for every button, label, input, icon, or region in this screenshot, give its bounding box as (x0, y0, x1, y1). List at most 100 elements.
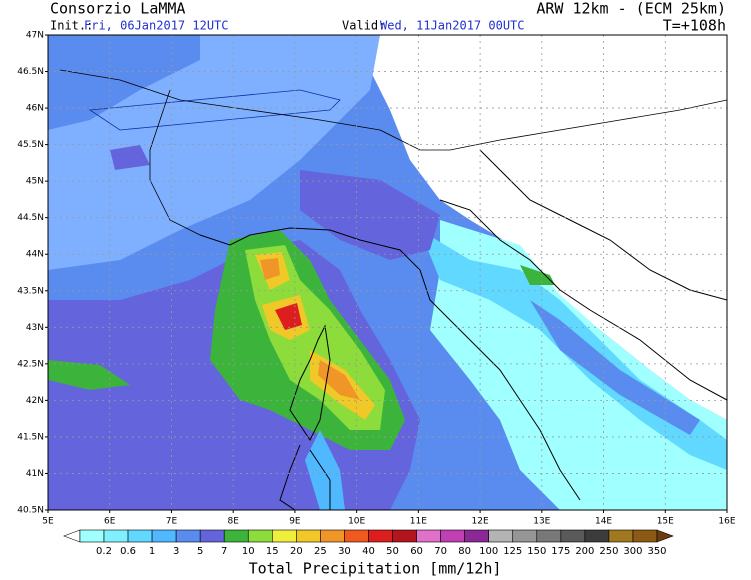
lon-label: 15E (657, 517, 674, 527)
map-frame (47, 34, 728, 511)
colorbar-label: 300 (623, 546, 642, 557)
model-name: ARW 12km - (ECM 25km) (536, 0, 726, 18)
lon-label: 16E (718, 517, 735, 527)
colorbar-label: 350 (647, 546, 666, 557)
colorbar-box (103, 529, 129, 543)
colorbar-box (223, 529, 249, 543)
lon-label: 10E (348, 517, 365, 527)
colorbar-label: 3 (173, 546, 179, 557)
lat-label: 44.5N (17, 213, 44, 223)
dry-area (370, 35, 727, 420)
valid-label: Valid: (342, 19, 385, 33)
colorbar-label: 5 (197, 546, 203, 557)
precip-field (48, 35, 727, 510)
colorbar-box (608, 529, 634, 543)
colorbar-box (151, 529, 177, 543)
lat-label: 43.5N (17, 286, 44, 296)
lon-label: 11E (410, 517, 427, 527)
lon-label: 8E (227, 517, 239, 527)
axes: 47N 46.5N 46N 45.5N 45N 44.5N 44N 43.5N 43N 42.5N… (17, 31, 736, 527)
corsica-coast (289, 324, 331, 441)
colorbar-box (632, 529, 658, 543)
lead-time: T=+108h (663, 17, 726, 35)
colorbar-label: 50 (386, 546, 399, 557)
colorbar-box (344, 529, 369, 543)
lat-label: 46N (26, 104, 44, 114)
colorbar-label: 125 (503, 546, 522, 557)
adriatic-rain (520, 265, 555, 285)
lat-label: 44N (26, 250, 44, 260)
colorbar-box (320, 529, 345, 543)
colorbar-box (79, 529, 105, 543)
country-border (59, 69, 727, 151)
colorbar-arrow-low (63, 529, 81, 543)
colorbar-box (536, 529, 562, 543)
border (88, 89, 341, 131)
colorbar-box (127, 529, 153, 543)
lat-label: 41N (26, 469, 44, 479)
sardinia-coast (279, 444, 331, 510)
colorbar-box (560, 529, 586, 543)
colorbar-label: 150 (527, 546, 546, 557)
colorbar-label: 10 (242, 546, 255, 557)
nw-rain (48, 35, 200, 130)
rain-peak-1 (260, 258, 280, 280)
colorbar-label: 7 (221, 546, 227, 557)
dalmatian-coast (479, 149, 727, 301)
colorbar-label: 0.6 (120, 546, 136, 557)
init-label: Init.: (50, 19, 93, 33)
colorbar-label: 80 (458, 546, 471, 557)
lon-label: 13E (533, 517, 550, 527)
colorbar-box (368, 529, 393, 543)
alps-rain (110, 145, 150, 170)
south-rain (305, 430, 345, 510)
lon-label: 7E (166, 517, 178, 527)
lat-label: 45.5N (17, 140, 44, 150)
lat-label: 47N (26, 31, 44, 41)
lat-label: 45N (26, 177, 44, 187)
colorbar-label: 100 (479, 546, 498, 557)
colorbar-box (175, 529, 201, 543)
lon-label: 12E (472, 517, 489, 527)
lat-label: 42N (26, 396, 44, 406)
lon-label: 9E (289, 517, 301, 527)
lon-label: 5E (42, 517, 54, 527)
colorbar-label: 70 (434, 546, 447, 557)
init-time: Fri, 06Jan2017 12UTC (84, 19, 229, 33)
lat-label: 41.5N (17, 432, 44, 442)
italy-coast (199, 227, 581, 501)
colorbar-box (272, 529, 297, 543)
colorbar-label: 0.2 (96, 546, 112, 557)
lat-label: 40.5N (17, 506, 44, 516)
colorbar-box (247, 529, 273, 543)
colorbar-box (464, 529, 489, 543)
colorbar-box (296, 529, 321, 543)
colorbar-box (440, 529, 465, 543)
colorbar-label: 175 (551, 546, 570, 557)
lat-label: 46.5N (17, 67, 44, 77)
colorbar-label: 25 (314, 546, 327, 557)
colorbar-label: 20 (290, 546, 303, 557)
valid-time: Wed, 11Jan2017 00UTC (380, 19, 525, 33)
colorbar-box (488, 529, 514, 543)
lon-label: 14E (595, 517, 612, 527)
france-border (149, 89, 201, 236)
lat-label: 43N (26, 323, 44, 333)
west-rain (48, 360, 130, 390)
colorbar: 0.2 0.6 1 3 5 7 10 15 20 25 30 40 50 60 70 80 100 125 150 1… (63, 529, 674, 557)
colorbar-label: 1 (149, 546, 155, 557)
colorbar-title: Total Precipitation [mm/12h] (249, 560, 502, 578)
colorbar-label: 60 (410, 546, 423, 557)
colorbar-label: 250 (599, 546, 618, 557)
graticule (48, 35, 727, 510)
lat-label: 42.5N (17, 359, 44, 369)
colorbar-label: 15 (266, 546, 279, 557)
colorbar-label: 200 (575, 546, 594, 557)
rain-band-core (530, 300, 700, 435)
colorbar-box (584, 529, 610, 543)
colorbar-label: 30 (338, 546, 351, 557)
adriatic-coast (439, 199, 727, 401)
colorbar-label: 40 (362, 546, 375, 557)
lon-label: 6E (104, 517, 116, 527)
